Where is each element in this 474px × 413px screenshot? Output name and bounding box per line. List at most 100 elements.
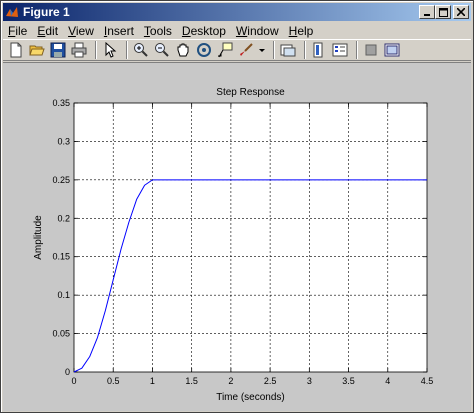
menu-bar: File Edit View Insert Tools Desktop Window Help (3, 22, 471, 39)
new-figure-button[interactable] (7, 41, 25, 59)
save-button[interactable] (49, 41, 67, 59)
x-tick-label: 2.5 (264, 376, 277, 386)
y-tick-label: 0.3 (57, 136, 70, 146)
pan-icon (177, 43, 189, 57)
y-axis-label: Amplitude (33, 215, 44, 260)
chart-title: Step Response (216, 87, 285, 98)
maximize-icon (438, 7, 448, 17)
x-tick-label: 0.5 (107, 376, 120, 386)
plot-canvas[interactable]: 0 0.5 1 1.5 2 2.5 3 3.5 4 4.5 0 0.05 0.1 0.15 0.2 0.25 0… (3, 63, 471, 411)
x-tick-label: 4.5 (421, 376, 434, 386)
rotate-3d-icon (197, 43, 211, 57)
brush-dropdown-button[interactable] (258, 41, 266, 59)
link-plot-button[interactable] (279, 41, 297, 59)
show-plot-tools-button[interactable] (383, 41, 401, 59)
menu-label: iew (75, 23, 94, 38)
minimize-icon (424, 14, 430, 16)
colorbar-button[interactable] (310, 41, 328, 59)
brush-button[interactable] (237, 41, 255, 59)
window-title: Figure 1 (23, 5, 70, 19)
zoom-in-button[interactable] (132, 41, 150, 59)
figure-toolbar (3, 39, 471, 61)
print-icon (71, 42, 87, 58)
menu-mnemonic: E (37, 23, 46, 38)
x-tick-label: 4 (385, 376, 390, 386)
axes-box (73, 102, 428, 373)
menu-help[interactable]: Help (284, 24, 319, 38)
open-file-button[interactable] (28, 41, 46, 59)
axes-background (74, 103, 427, 372)
menu-view[interactable]: View (63, 24, 99, 38)
close-icon (457, 8, 465, 16)
x-tick-label: 3 (307, 376, 312, 386)
y-tick-label: 0.35 (52, 98, 70, 108)
pointer-icon (105, 42, 117, 58)
legend-button[interactable] (331, 41, 349, 59)
menu-label: indow (247, 23, 279, 38)
data-cursor-icon (218, 42, 233, 58)
new-figure-icon (10, 42, 22, 58)
colorbar-icon (313, 42, 323, 58)
data-cursor-button[interactable] (216, 41, 234, 59)
menu-window[interactable]: Window (231, 24, 284, 38)
x-tick-label: 3.5 (342, 376, 355, 386)
x-tick-label: 0 (71, 376, 76, 386)
menu-mnemonic: D (181, 23, 191, 38)
matlab-logo-icon (6, 7, 18, 17)
hide-plot-tools-icon (365, 44, 377, 56)
menu-file[interactable]: File (3, 24, 32, 38)
title-bar[interactable]: Figure 1 (3, 3, 471, 21)
edit-plot-button[interactable] (101, 41, 119, 59)
menu-label: esktop (190, 23, 226, 38)
close-button[interactable] (453, 5, 469, 19)
brush-icon (240, 43, 253, 56)
x-tick-label: 1.5 (185, 376, 198, 386)
rotate-3d-button[interactable] (195, 41, 213, 59)
menu-edit[interactable]: Edit (32, 24, 63, 38)
menu-mnemonic: F (8, 23, 16, 38)
legend-icon (332, 43, 348, 57)
menu-tools[interactable]: Tools (139, 24, 177, 38)
print-button[interactable] (70, 41, 88, 59)
y-tick-label: 0.2 (57, 213, 70, 223)
toolbar-separator (95, 41, 97, 59)
menu-label: elp (297, 23, 314, 38)
x-axis-label: Time (seconds) (216, 392, 285, 403)
menu-label: nsert (107, 23, 134, 38)
menu-desktop[interactable]: Desktop (177, 24, 231, 38)
maximize-button[interactable] (435, 5, 451, 19)
menu-mnemonic: H (288, 23, 298, 38)
hide-plot-tools-button[interactable] (362, 41, 380, 59)
step-response-line (73, 179, 427, 373)
link-plot-icon (280, 44, 296, 57)
minimize-button[interactable] (419, 5, 435, 19)
x-tick-label: 1 (150, 376, 155, 386)
y-tick-label: 0.25 (52, 175, 70, 185)
menu-mnemonic: T (143, 23, 150, 38)
y-tick-label: 0.15 (52, 252, 70, 262)
menu-label: ools (149, 23, 172, 38)
y-tick-label: 0.1 (57, 290, 70, 300)
menu-label: dit (45, 23, 59, 38)
x-tick-label: 2 (228, 376, 233, 386)
toolbar-separator (126, 41, 128, 59)
y-tick-label: 0 (65, 367, 70, 377)
save-icon (50, 42, 66, 58)
menu-mnemonic: I (103, 23, 108, 38)
menu-label: ile (15, 23, 28, 38)
brush-dropdown-icon (259, 49, 265, 52)
zoom-out-button[interactable] (153, 41, 171, 59)
menu-mnemonic: W (235, 23, 248, 38)
toolbar-separator (304, 41, 306, 59)
y-tick-label: 0.05 (52, 329, 70, 339)
open-file-icon (29, 45, 45, 56)
zoom-in-icon (134, 43, 148, 57)
toolbar-separator (356, 41, 358, 59)
show-plot-tools-icon (384, 43, 400, 57)
figure-canvas[interactable]: 0 0.5 1 1.5 2 2.5 3 3.5 4 4.5 0 0.05 0.1 0.15 0.2 0.25 0… (3, 62, 471, 411)
toolbar-separator (273, 41, 275, 59)
pan-button[interactable] (174, 41, 192, 59)
menu-insert[interactable]: Insert (99, 24, 139, 38)
zoom-out-icon (155, 43, 169, 57)
